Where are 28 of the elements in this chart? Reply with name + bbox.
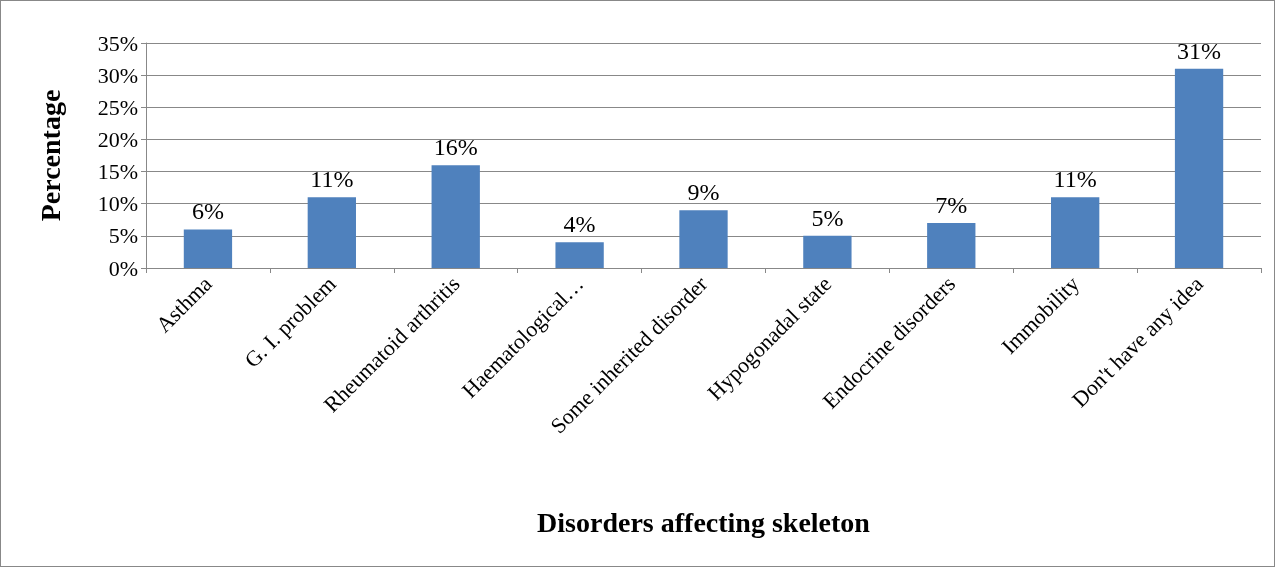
- y-axis-title: Percentage: [34, 89, 66, 222]
- data-label: 9%: [687, 179, 720, 206]
- y-tick-label: 30%: [97, 62, 138, 88]
- bar: [183, 229, 233, 268]
- data-label: 5%: [811, 204, 844, 231]
- bar: [431, 165, 480, 268]
- bar: [679, 210, 728, 268]
- x-axis-title: Disorders affecting skeleton: [537, 506, 871, 538]
- y-tick-label: 20%: [97, 126, 138, 152]
- data-label: 7%: [935, 192, 968, 218]
- bar: [803, 235, 852, 268]
- data-label: 4%: [563, 211, 596, 238]
- data-label: 11%: [1053, 166, 1097, 193]
- bar: [555, 242, 604, 268]
- bar: [927, 223, 976, 268]
- bar: [1174, 68, 1224, 268]
- bar: [1051, 197, 1100, 268]
- y-tick-label: 10%: [97, 191, 138, 217]
- y-tick-label: 15%: [97, 159, 138, 185]
- y-tick-label: 25%: [97, 94, 138, 120]
- data-label: 11%: [310, 166, 354, 193]
- y-tick-label: 0%: [108, 255, 138, 281]
- y-tick-label: 5%: [108, 223, 138, 249]
- data-label: 16%: [433, 134, 478, 161]
- y-tick-label: 35%: [97, 30, 138, 56]
- data-label: 31%: [1177, 37, 1222, 64]
- data-label: 6%: [191, 198, 224, 225]
- bar: [307, 197, 356, 268]
